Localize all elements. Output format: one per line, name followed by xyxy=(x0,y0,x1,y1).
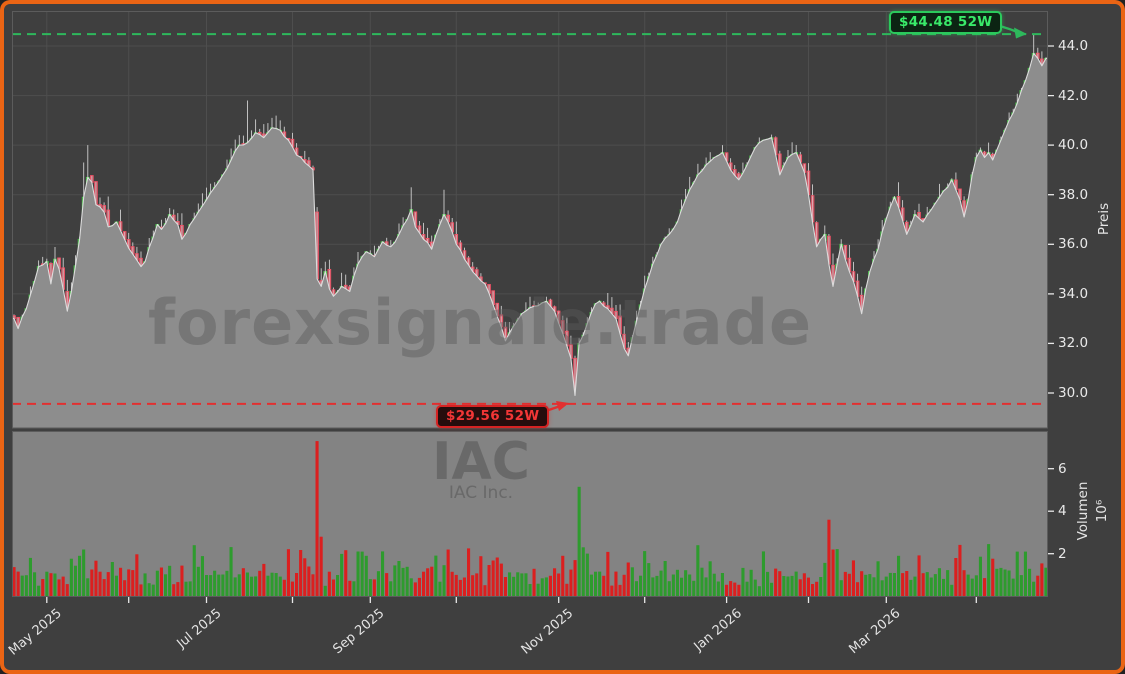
svg-text:forexsignale.trade: forexsignale.trade xyxy=(148,286,812,359)
price-tick-label: 32.0 xyxy=(1058,335,1089,351)
volume-tick-label: 4 xyxy=(1058,503,1067,519)
price-tick-label: 40.0 xyxy=(1058,137,1089,153)
date-tick-label: Jan 2026 xyxy=(691,606,745,655)
low-52w-annotation: $29.56 52W xyxy=(436,405,550,428)
price-axis-title: Preis xyxy=(1096,202,1112,236)
price-tick-label: 30.0 xyxy=(1058,385,1089,401)
price-tick-label: 42.0 xyxy=(1058,88,1089,104)
price-tick-label: 36.0 xyxy=(1058,236,1089,252)
price-tick-label: 38.0 xyxy=(1058,187,1089,203)
high-52w-label: $44.48 52W xyxy=(899,14,993,30)
date-tick-label: May 2025 xyxy=(5,606,65,659)
price-tick-label: 44.0 xyxy=(1058,38,1089,54)
date-tick-label: Mar 2026 xyxy=(846,606,904,658)
volume-axis-title: Volumen xyxy=(1075,481,1091,541)
date-tick-label: Sep 2025 xyxy=(330,606,388,658)
volume-axis-exponent: 10⁶ xyxy=(1094,499,1110,523)
volume-tick-label: 6 xyxy=(1058,461,1067,477)
price-tick-label: 34.0 xyxy=(1058,286,1089,302)
date-tick-label: Jul 2025 xyxy=(174,606,225,652)
date-tick-label: Nov 2025 xyxy=(519,606,577,658)
high-52w-annotation: $44.48 52W xyxy=(889,11,1003,34)
svg-text:IAC Inc.: IAC Inc. xyxy=(449,483,513,503)
volume-tick-label: 2 xyxy=(1058,546,1067,562)
low-52w-label: $29.56 52W xyxy=(446,408,540,424)
price-panel: forexsignale.trade xyxy=(12,11,1048,428)
